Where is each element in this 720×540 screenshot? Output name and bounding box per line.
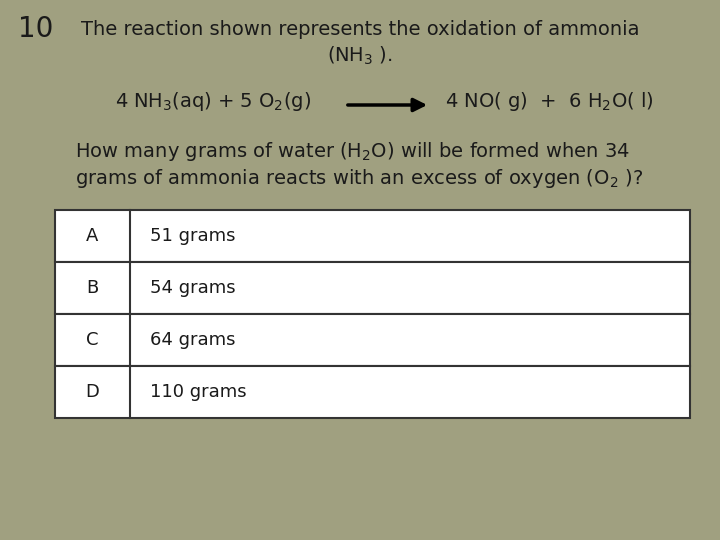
Text: 4 NH$_3$(aq) + 5 O$_2$(g): 4 NH$_3$(aq) + 5 O$_2$(g) <box>115 90 311 113</box>
Text: The reaction shown represents the oxidation of ammonia: The reaction shown represents the oxidat… <box>81 20 639 39</box>
Bar <box>55 314 690 366</box>
Text: 10: 10 <box>18 15 53 43</box>
Text: D: D <box>86 383 99 401</box>
Bar <box>55 210 690 262</box>
Text: B: B <box>86 279 99 297</box>
Text: 64 grams: 64 grams <box>150 331 235 349</box>
Text: grams of ammonia reacts with an excess of oxygen (O$_2$ )?: grams of ammonia reacts with an excess o… <box>75 167 643 190</box>
Bar <box>55 262 690 314</box>
Text: 54 grams: 54 grams <box>150 279 235 297</box>
Text: 51 grams: 51 grams <box>150 227 235 245</box>
Text: C: C <box>86 331 99 349</box>
Text: 4 NO( g)  +  6 H$_2$O( l): 4 NO( g) + 6 H$_2$O( l) <box>445 90 654 113</box>
Bar <box>55 366 690 418</box>
Text: 110 grams: 110 grams <box>150 383 247 401</box>
Text: A: A <box>86 227 99 245</box>
Text: How many grams of water (H$_2$O) will be formed when 34: How many grams of water (H$_2$O) will be… <box>75 140 630 163</box>
Text: (NH$_3$ ).: (NH$_3$ ). <box>328 45 392 68</box>
